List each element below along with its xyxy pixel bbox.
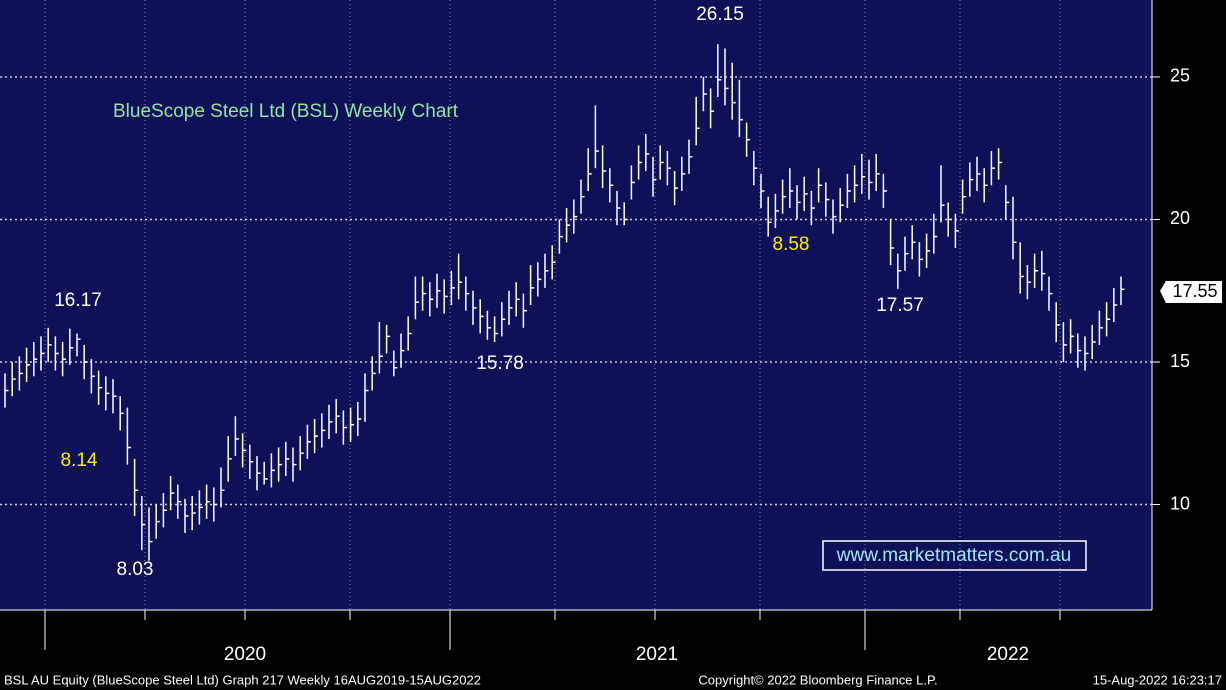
watermark: www.marketmatters.com.au xyxy=(836,545,1071,566)
x-tick-label: 2020 xyxy=(224,644,266,665)
annotation: 17.57 xyxy=(876,295,924,316)
y-tick-label: 15 xyxy=(1170,351,1190,371)
annotation: 16.17 xyxy=(54,290,102,311)
annotation: 8.58 xyxy=(773,234,810,255)
x-tick-label: 2021 xyxy=(636,644,678,665)
annotation: 26.15 xyxy=(696,4,744,25)
last-price: 17.55 xyxy=(1172,281,1217,301)
y-tick-label: 25 xyxy=(1170,66,1190,86)
footer-left: BSL AU Equity (BlueScope Steel Ltd) Grap… xyxy=(4,672,481,687)
annotation: 8.03 xyxy=(117,559,154,580)
chart-title: BlueScope Steel Ltd (BSL) Weekly Chart xyxy=(113,101,459,122)
plot-area xyxy=(0,0,1152,610)
watermark-box xyxy=(822,540,1087,571)
footer-right: 15-Aug-2022 16:23:17 xyxy=(1093,672,1222,687)
y-tick-label: 10 xyxy=(1170,493,1190,513)
last-price-box xyxy=(1160,281,1222,303)
y-tick-label: 20 xyxy=(1170,208,1190,228)
footer-center: Copyright© 2022 Bloomberg Finance L.P. xyxy=(698,672,937,687)
annotation: 15.78 xyxy=(476,353,524,374)
v-grid xyxy=(44,0,1061,610)
x-axis-ticks xyxy=(0,0,1153,650)
annotation: 8.14 xyxy=(61,450,98,471)
x-tick-label: 2022 xyxy=(987,644,1029,665)
